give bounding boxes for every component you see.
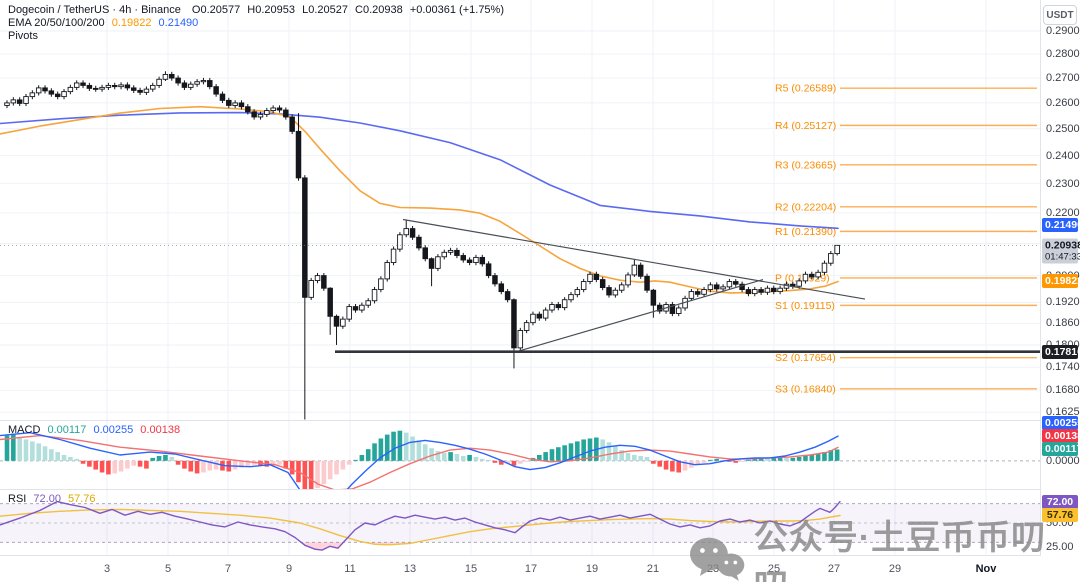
time-tick-label: 15 [464,563,478,575]
ema-label: EMA 20/50/100/200 [8,17,105,29]
svg-text:S1 (0.19115): S1 (0.19115) [775,300,835,312]
macd-signal-value: 0.00138 [140,424,181,436]
ohlc-high: H0.20953 [247,4,296,16]
rsi-legend: RSI 72.00 57.76 [8,493,100,506]
time-tick-label: 13 [403,563,417,575]
macd-line-badge: 0.00255 [1042,416,1080,431]
symbol-legend: Dogecoin / TetherUS · 4h · Binance O0.20… [8,4,508,17]
price-change: +0.00361 (+1.75%) [409,4,504,16]
support-level-price-badge: 0.17816 [1042,344,1080,359]
candles-layer [4,71,840,420]
symbol-title: Dogecoin / TetherUS · 4h · Binance [8,4,181,16]
time-tick-label: 5 [164,563,172,575]
time-tick-label: Nov [975,563,997,575]
time-tick-label: 3 [103,563,111,575]
rsi-label: RSI [8,493,27,505]
svg-text:S2 (0.17654): S2 (0.17654) [775,352,836,364]
trendlines-layer[interactable] [0,218,1040,354]
svg-text:R2 (0.22204): R2 (0.22204) [775,201,836,213]
macd-legend: MACD 0.00117 0.00255 0.00138 [8,424,184,437]
pivot-levels-layer: R5 (0.26589) R4 (0.25127) R3 (0.23665) R2 (… [775,83,1037,395]
pivots-label: Pivots [8,30,38,42]
time-tick-label: 27 [827,563,841,575]
svg-text:R5 (0.26589): R5 (0.26589) [775,83,836,95]
svg-text:R1 (0.21390): R1 (0.21390) [775,226,836,238]
time-tick-label: 17 [524,563,538,575]
macd-layer [0,430,840,489]
ohlc-low: L0.20527 [302,4,348,16]
time-tick-label: 21 [646,563,660,575]
macd-line-value: 0.00255 [93,424,134,436]
ohlc-close: C0.20938 [355,4,403,16]
time-tick-label: 9 [285,563,293,575]
time-tick-label: 29 [888,563,902,575]
macd-tick-label: 0.00000 [1046,454,1080,467]
ohlc-open: O0.20577 [191,4,241,16]
time-tick-label: 23 [706,563,720,575]
svg-text:P (0.19929): P (0.19929) [775,272,830,284]
time-axis[interactable]: 3 5 7 9 11 13 15 17 19 21 23 25 27 29 Nov [0,556,1080,582]
pivots-legend: Pivots [8,30,42,43]
rsi-value: 72.00 [33,493,61,505]
ema-slow-price-badge: 0.21490 [1042,218,1080,233]
last-price-countdown-badge: 0.20938 01:47:33 [1042,238,1080,264]
macd-signal-badge: 0.00138 [1042,429,1080,444]
grid-layer [0,0,1040,555]
axis-separator [1040,0,1041,582]
time-tick-label: 25 [767,563,781,575]
macd-label: MACD [8,424,41,436]
rsi-tick-label: 25.00 [1046,541,1074,554]
time-tick-label: 19 [585,563,599,575]
chart-canvas[interactable]: R5 (0.26589) R4 (0.25127) R3 (0.23665) R2 (… [0,0,1040,555]
rsi-ma-value: 57.76 [68,493,96,505]
ema-slow-value: 0.21490 [158,17,199,29]
time-tick-label: 11 [344,563,356,575]
rsi-band-layer [0,503,1040,543]
rsi-ma-badge: 57.76 [1042,508,1078,523]
ema-legend: EMA 20/50/100/200 0.19822 0.21490 [8,17,202,30]
panel-separator-timeaxis [0,555,1080,556]
time-tick-label: 7 [224,563,232,575]
rsi-layer [0,500,841,551]
svg-text:S3 (0.16840): S3 (0.16840) [775,383,836,395]
macd-hist-value: 0.00117 [47,424,87,436]
svg-text:R4 (0.25127): R4 (0.25127) [775,120,836,132]
panel-separator-macd[interactable] [0,420,1080,421]
svg-text:R3 (0.23665): R3 (0.23665) [775,159,836,171]
ema-fast-value: 0.19822 [111,17,152,29]
currency-toggle-button[interactable]: USDT [1043,5,1077,25]
ema-fast-price-badge: 0.19822 [1042,274,1080,289]
ema-lines-layer [0,105,839,294]
rsi-value-badge: 72.00 [1042,494,1078,509]
panel-separator-rsi[interactable] [0,489,1080,490]
macd-hist-badge: 0.00117 [1042,442,1080,457]
